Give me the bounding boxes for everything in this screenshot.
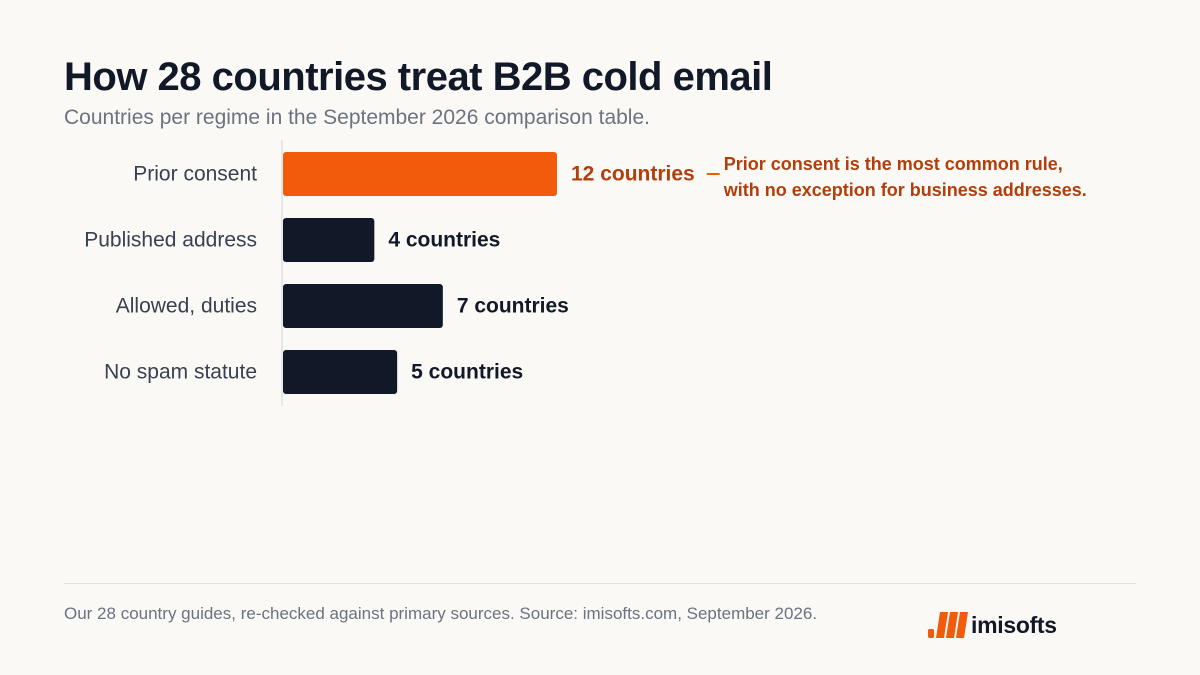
annotation-line: with no exception for business addresses… xyxy=(723,180,1087,200)
bar-chart: Prior consent 12 countries Published addre… xyxy=(84,140,1087,406)
chart-subtitle: Countries per regime in the September 20… xyxy=(64,106,650,129)
category-label: Published address xyxy=(84,229,257,252)
logo-mark-icon xyxy=(928,612,968,638)
imisofts-logo[interactable]: imisofts xyxy=(928,611,1057,639)
category-label: Prior consent xyxy=(133,163,257,186)
logo-text: imisofts xyxy=(971,612,1057,638)
source-footnote: Our 28 country guides, re-checked agains… xyxy=(64,604,818,623)
bar xyxy=(283,152,557,196)
annotation-line: Prior consent is the most common rule, xyxy=(724,154,1063,174)
footer-divider xyxy=(64,583,1136,584)
bar xyxy=(283,350,398,394)
bar-value-label: 12 countries xyxy=(571,163,695,186)
chart-title: How 28 countries treat B2B cold email xyxy=(64,55,773,99)
bar-value-label: 4 countries xyxy=(388,229,500,252)
annotation-text: Prior consent is the most common rule, wi… xyxy=(723,154,1087,200)
bar xyxy=(283,284,443,328)
bar-value-label: 5 countries xyxy=(411,361,523,384)
category-label: No spam statute xyxy=(104,361,257,384)
category-label: Allowed, duties xyxy=(116,295,257,318)
bar xyxy=(283,218,375,262)
bar-value-label: 7 countries xyxy=(457,295,569,318)
